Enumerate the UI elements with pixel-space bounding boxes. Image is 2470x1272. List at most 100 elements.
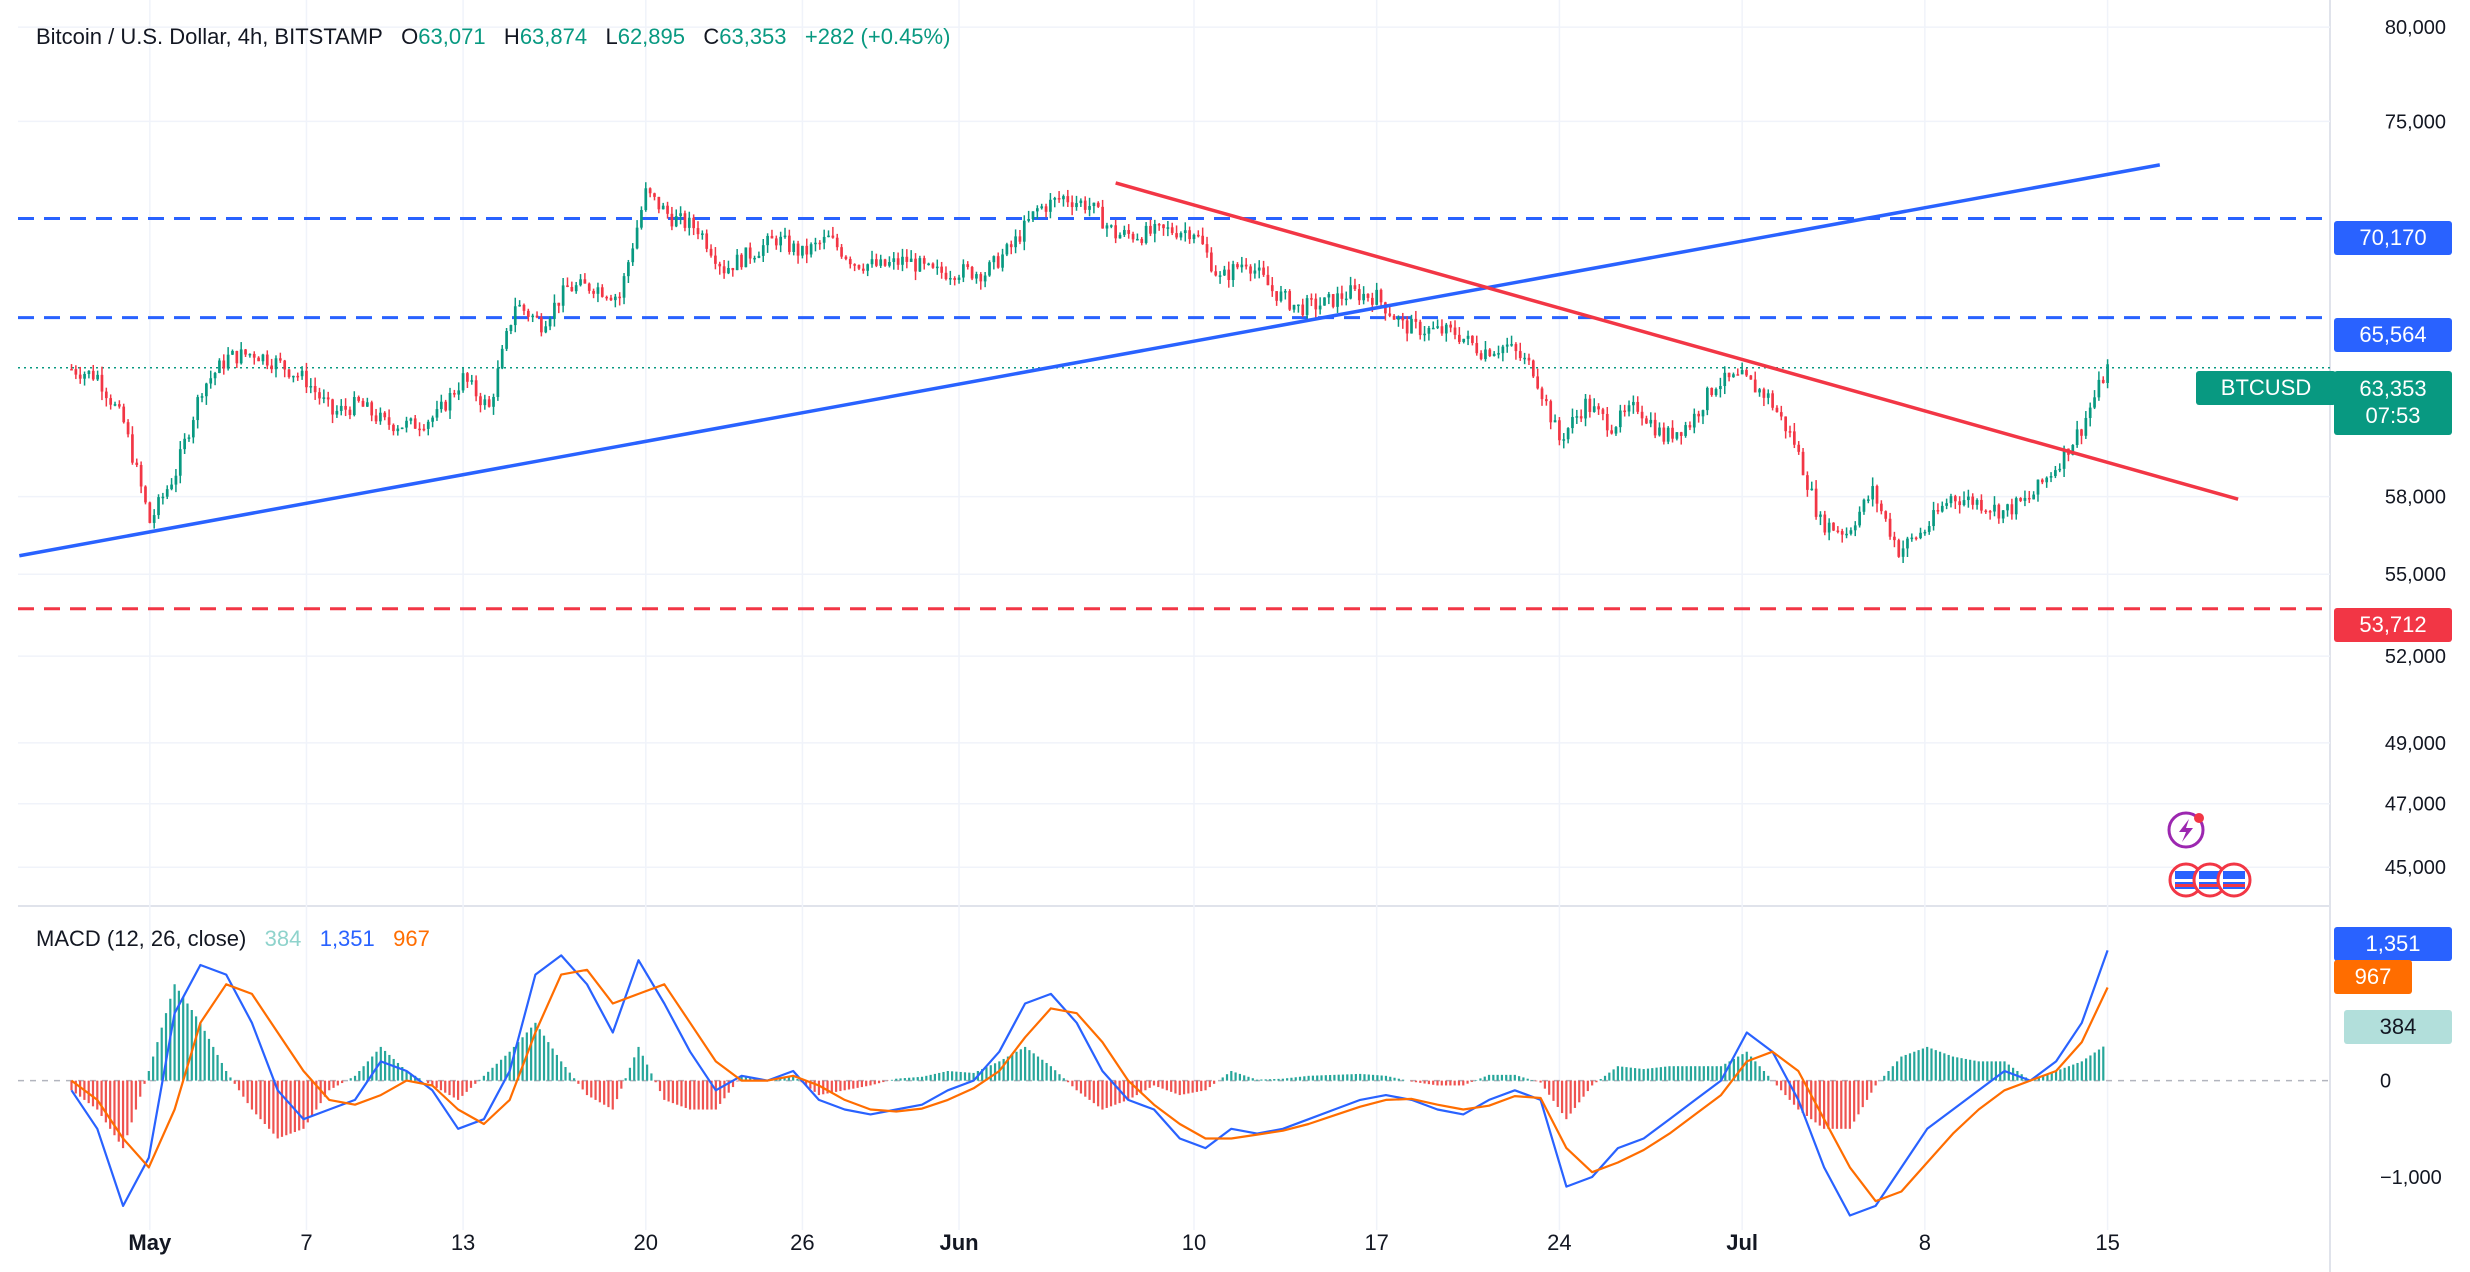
- candle-body: [1075, 203, 1078, 208]
- candle-body: [1014, 236, 1017, 248]
- lightning-event-icon[interactable]: [2167, 811, 2205, 849]
- candle-body: [1936, 510, 1940, 512]
- candle-body: [544, 326, 548, 333]
- candle-body: [1866, 499, 1870, 501]
- candle-body: [1958, 501, 1962, 506]
- candle-body: [596, 287, 600, 294]
- candle-body: [731, 268, 735, 271]
- candle-body: [248, 353, 252, 356]
- candle-body: [957, 277, 961, 280]
- candle-body: [944, 272, 948, 280]
- candle-body: [1627, 405, 1631, 412]
- candle-body: [1497, 353, 1500, 355]
- candle-body: [405, 420, 408, 428]
- candle-body: [2106, 364, 2109, 383]
- candle-body: [975, 274, 978, 279]
- candle-body: [1471, 335, 1474, 344]
- candle-body: [1131, 233, 1135, 240]
- candle-body: [200, 396, 204, 398]
- candle-body: [540, 317, 543, 333]
- symbol-legend: Bitcoin / U.S. Dollar, 4h, BITSTAMP O63,…: [36, 24, 950, 50]
- candle-body: [1762, 389, 1766, 398]
- candle-body: [853, 264, 856, 266]
- candle-body: [1249, 266, 1252, 274]
- candle-body: [383, 412, 387, 418]
- candle-body: [1779, 412, 1783, 417]
- candle-body: [1397, 317, 1400, 320]
- time-tick-label: 17: [1364, 1230, 1388, 1255]
- candle-body: [283, 360, 287, 370]
- candle-body: [696, 228, 700, 235]
- candle-body: [1062, 196, 1065, 200]
- macd-title[interactable]: MACD (12, 26, close): [36, 926, 247, 951]
- close-label: C: [703, 24, 720, 49]
- trendlines: [18, 163, 2239, 558]
- candle-body: [979, 274, 983, 282]
- candle-body: [1049, 199, 1052, 212]
- candle-body: [2058, 468, 2062, 471]
- candle-body: [1109, 225, 1113, 227]
- candle-body: [805, 245, 809, 255]
- candle-body: [1270, 285, 1274, 292]
- macd-line-tag: 1,351: [2334, 927, 2452, 961]
- candle-body: [1196, 234, 1200, 237]
- candle-body: [505, 331, 508, 349]
- candle-body: [209, 378, 213, 384]
- candle-body: [2040, 479, 2044, 483]
- candle-body: [1310, 298, 1313, 300]
- candle-body: [1088, 206, 1091, 210]
- candle-body: [553, 302, 556, 319]
- candle-body: [1875, 486, 1879, 504]
- candle-body: [287, 369, 291, 378]
- support-tag: 53,712: [2334, 608, 2452, 642]
- candle-body: [783, 235, 787, 238]
- candle-body: [1244, 264, 1248, 267]
- candle-body: [548, 318, 552, 327]
- time-tick-label: 8: [1919, 1230, 1931, 1255]
- candle-body: [1832, 522, 1835, 531]
- candle-body: [318, 392, 321, 399]
- open-value: 63,071: [418, 24, 486, 49]
- candle-body: [292, 375, 295, 378]
- candle-body: [2001, 510, 2005, 519]
- candle-body: [1083, 200, 1087, 210]
- candle-body: [1201, 235, 1205, 245]
- candle-body: [1531, 360, 1535, 377]
- candle-body: [1623, 410, 1627, 413]
- candle-body: [1188, 230, 1191, 240]
- candle-body: [1136, 238, 1139, 241]
- price-tick-label: 52,000: [2385, 646, 2446, 668]
- candle-body: [161, 496, 165, 499]
- candle-body: [2032, 494, 2035, 500]
- candle-body: [966, 264, 970, 267]
- candle-body: [1775, 407, 1779, 413]
- macd-indicator: [18, 950, 2330, 1217]
- candle-body: [2010, 504, 2014, 515]
- candle-body: [748, 247, 752, 259]
- us-flag-event-icon[interactable]: [2168, 862, 2252, 898]
- candle-body: [996, 256, 1000, 268]
- candle-body: [1449, 324, 1453, 328]
- candle-body: [1906, 538, 1909, 549]
- candle-body: [1914, 537, 1918, 540]
- symbol-title[interactable]: Bitcoin / U.S. Dollar, 4h, BITSTAMP: [36, 24, 383, 49]
- candle-body: [1092, 202, 1096, 207]
- change-value: +282 (+0.45%): [804, 24, 951, 49]
- candle-body: [1170, 227, 1174, 234]
- candle-body: [2101, 379, 2105, 383]
- time-tick-label: Jul: [1726, 1230, 1758, 1255]
- candle-body: [157, 497, 160, 516]
- candle-body: [1236, 264, 1239, 268]
- candle-body: [1305, 298, 1309, 316]
- candle-body: [244, 349, 247, 355]
- candle-body: [1671, 427, 1674, 439]
- candle-body: [722, 266, 726, 274]
- candle-body: [1967, 496, 1970, 501]
- candle-body: [1510, 344, 1513, 346]
- candle-body: [1179, 233, 1183, 238]
- symbol-tag[interactable]: BTCUSD: [2196, 371, 2336, 405]
- candle-body: [618, 296, 622, 299]
- candle-body: [1431, 327, 1435, 330]
- candle-body: [1001, 254, 1004, 268]
